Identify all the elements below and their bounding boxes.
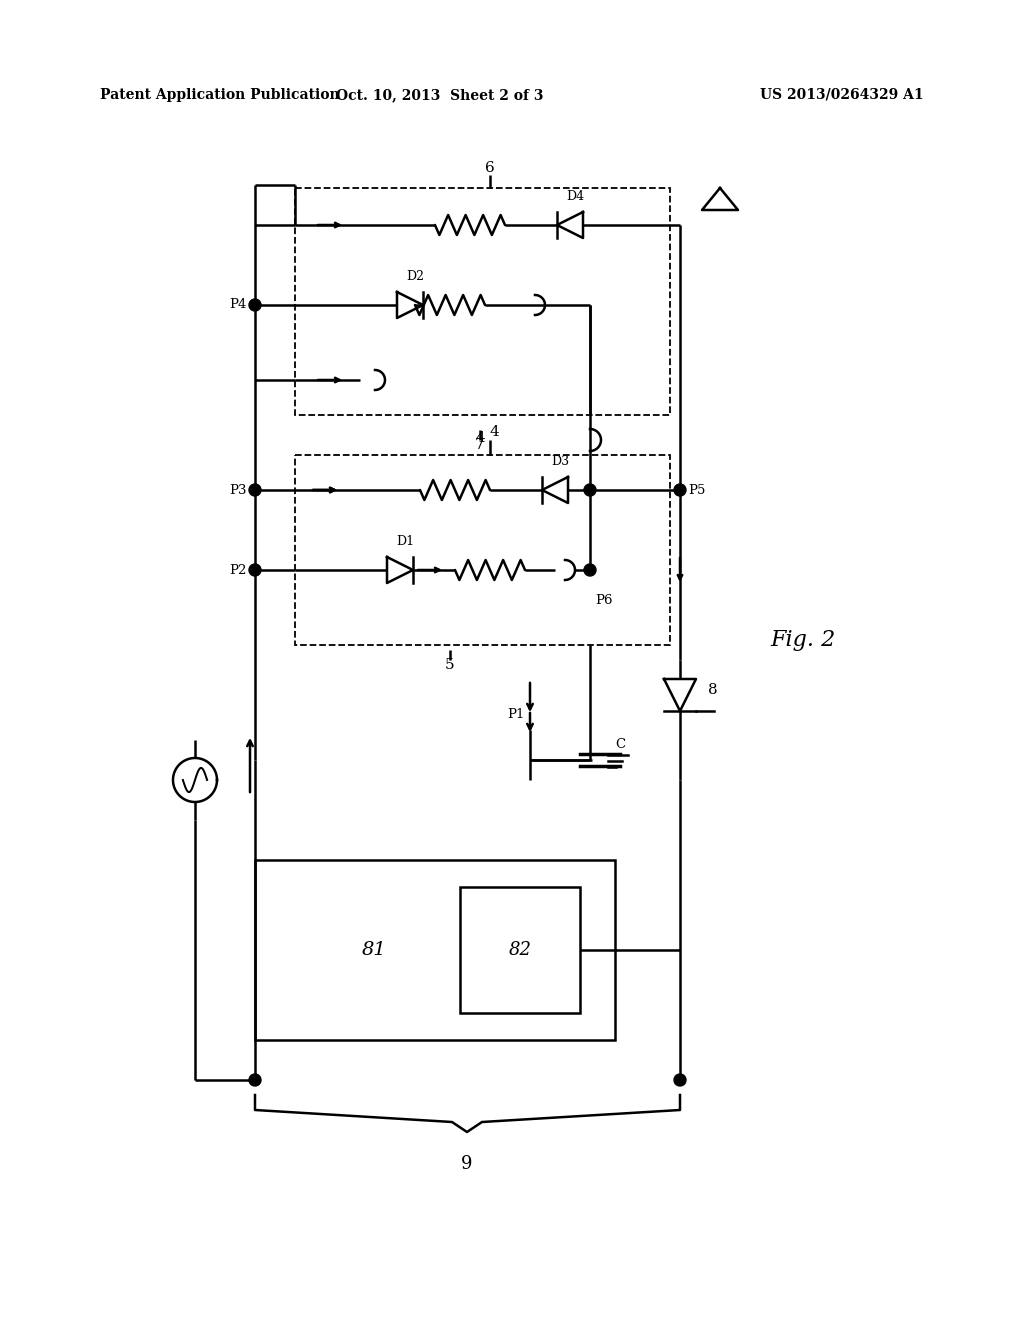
- Text: P1: P1: [508, 709, 525, 722]
- Text: Patent Application Publication: Patent Application Publication: [100, 88, 340, 102]
- Circle shape: [249, 1074, 261, 1086]
- Text: P6: P6: [595, 594, 612, 606]
- Circle shape: [249, 484, 261, 496]
- Text: Fig. 2: Fig. 2: [770, 630, 836, 651]
- Text: D1: D1: [396, 535, 414, 548]
- Text: 8: 8: [708, 682, 718, 697]
- Text: 6: 6: [485, 161, 495, 176]
- Text: P3: P3: [229, 483, 247, 496]
- Text: 7: 7: [475, 438, 484, 451]
- Text: 9: 9: [461, 1155, 473, 1173]
- Circle shape: [584, 564, 596, 576]
- Text: Oct. 10, 2013  Sheet 2 of 3: Oct. 10, 2013 Sheet 2 of 3: [336, 88, 544, 102]
- Text: P2: P2: [229, 564, 247, 577]
- Bar: [460, 887, 581, 1012]
- Text: P4: P4: [229, 298, 247, 312]
- Text: US 2013/0264329 A1: US 2013/0264329 A1: [760, 88, 924, 102]
- Bar: [255, 861, 615, 1040]
- Circle shape: [249, 564, 261, 576]
- Bar: [295, 455, 670, 645]
- Bar: [295, 187, 670, 414]
- Circle shape: [249, 300, 261, 312]
- Text: 4: 4: [475, 432, 485, 445]
- Text: 82: 82: [509, 941, 531, 960]
- Text: 5: 5: [445, 657, 455, 672]
- Text: C: C: [615, 738, 625, 751]
- Text: D3: D3: [551, 455, 569, 469]
- Text: 81: 81: [361, 941, 386, 960]
- Text: D4: D4: [566, 190, 584, 203]
- Circle shape: [674, 484, 686, 496]
- Text: 4: 4: [490, 425, 500, 440]
- Text: D2: D2: [406, 271, 424, 282]
- Circle shape: [674, 1074, 686, 1086]
- Text: P5: P5: [688, 483, 706, 496]
- Polygon shape: [664, 678, 696, 711]
- Circle shape: [584, 484, 596, 496]
